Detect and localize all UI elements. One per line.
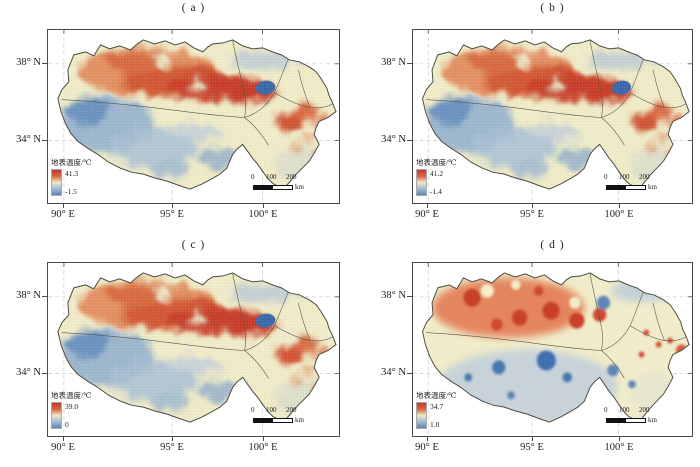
scalebar: 0 100 200 km (251, 406, 309, 424)
lon-tick-95e: 95° E (520, 442, 544, 453)
lon-tickmark (63, 437, 64, 441)
panel-c-title: ( c ) (181, 239, 206, 251)
lon-tick-90e: 90° E (415, 442, 439, 453)
scalebar-bar (253, 417, 293, 423)
lat-tick-34n: 34° N (381, 367, 406, 378)
lon-tick-95e: 95° E (160, 209, 184, 220)
legend-max-value: 41.3 (65, 169, 79, 178)
lat-tick-38n: 38° N (16, 290, 41, 301)
legend-title: 地表温度/℃ (416, 391, 457, 400)
lat-tick-34n: 34° N (16, 134, 41, 145)
scalebar-tick-100: 100 (619, 173, 630, 181)
lat-tickmark (42, 140, 47, 141)
panel-c: ( c ) 38° N 34° N 地表温度/℃ 39.0 0 (0, 233, 350, 467)
panel-b: ( b ) 38° N 34° N 地表温度/℃ 41.2 -1.4 (350, 0, 700, 233)
scalebar-unit: km (295, 183, 304, 191)
lon-tickmark (532, 437, 533, 441)
legend-max-value: 34.7 (430, 402, 444, 411)
scalebar-tick-0: 0 (604, 406, 608, 414)
panel-d: ( d ) 38° N 34° N 地表温度/℃ 34.7 1.0 (350, 233, 700, 467)
panel-d-legend: 地表温度/℃ 34.7 1.0 (416, 390, 456, 429)
lat-tickmark (407, 63, 412, 64)
scalebar-bar (253, 184, 293, 190)
scalebar-unit: km (648, 183, 657, 191)
scalebar-tick-0: 0 (251, 406, 255, 414)
legend-max-value: 41.2 (430, 169, 444, 178)
panel-a-title: ( a ) (181, 2, 206, 14)
lon-tick-90e: 90° E (51, 209, 75, 220)
panel-b-title: ( b ) (540, 2, 565, 14)
lon-tick-95e: 95° E (160, 442, 184, 453)
lon-tickmark (263, 437, 264, 441)
lat-tickmark (42, 373, 47, 374)
legend-max-value: 39.0 (65, 402, 79, 411)
lon-tickmark (172, 204, 173, 208)
lon-tick-90e: 90° E (415, 209, 439, 220)
panel-c-legend: 地表温度/℃ 39.0 0 (51, 390, 91, 429)
lon-tick-100e: 100° E (604, 209, 634, 220)
legend-min-value: -1.4 (430, 187, 442, 196)
lon-tick-100e: 100° E (248, 442, 278, 453)
scalebar: 0 100 200 km (251, 173, 309, 191)
scalebar: 0 100 200 km (604, 173, 662, 191)
panel-a-plot: 地表温度/℃ 41.3 -1.5 0 100 200 km (47, 29, 340, 204)
lat-tick-38n: 38° N (16, 57, 41, 68)
lon-tickmark (263, 204, 264, 208)
lat-tick-34n: 34° N (16, 367, 41, 378)
lon-tick-95e: 95° E (520, 209, 544, 220)
panel-b-plot: 地表温度/℃ 41.2 -1.4 0 100 200 km (412, 29, 693, 204)
legend-title: 地表温度/℃ (51, 158, 92, 167)
legend-colorbar (416, 402, 427, 429)
lon-tickmark (172, 437, 173, 441)
scalebar-bar (606, 417, 646, 423)
legend-min-value: 0 (65, 420, 69, 429)
scalebar-tick-200: 200 (286, 406, 297, 414)
panel-c-plot: 地表温度/℃ 39.0 0 0 100 200 km (47, 262, 340, 437)
lat-tickmark (42, 296, 47, 297)
lat-tick-38n: 38° N (381, 290, 406, 301)
lon-tickmark (532, 204, 533, 208)
lat-tick-34n: 34° N (381, 134, 406, 145)
panel-b-legend: 地表温度/℃ 41.2 -1.4 (416, 157, 456, 196)
panel-d-plot: 地表温度/℃ 34.7 1.0 0 100 200 km (412, 262, 693, 437)
scalebar-unit: km (648, 416, 657, 424)
lon-tickmark (619, 204, 620, 208)
legend-title: 地表温度/℃ (416, 158, 457, 167)
scalebar-tick-0: 0 (251, 173, 255, 181)
lat-tick-38n: 38° N (381, 57, 406, 68)
legend-colorbar (416, 169, 427, 196)
legend-min-value: -1.5 (65, 187, 77, 196)
legend-colorbar (51, 402, 62, 429)
scalebar-bar (606, 184, 646, 190)
lon-tickmark (427, 204, 428, 208)
scalebar-tick-200: 200 (639, 406, 650, 414)
scalebar-tick-100: 100 (619, 406, 630, 414)
lat-tickmark (407, 373, 412, 374)
panel-a: ( a ) 38° N 34° N 地表温度/℃ 41.3 -1.5 (0, 0, 350, 233)
scalebar-tick-0: 0 (604, 173, 608, 181)
scalebar-tick-100: 100 (266, 173, 277, 181)
lat-tickmark (407, 140, 412, 141)
lon-tickmark (619, 437, 620, 441)
scalebar-tick-200: 200 (639, 173, 650, 181)
lon-tick-100e: 100° E (248, 209, 278, 220)
legend-min-value: 1.0 (430, 420, 440, 429)
lon-tick-90e: 90° E (51, 442, 75, 453)
lon-tickmark (427, 437, 428, 441)
lat-tickmark (407, 296, 412, 297)
scalebar-unit: km (295, 416, 304, 424)
lon-tick-100e: 100° E (604, 442, 634, 453)
scalebar: 0 100 200 km (604, 406, 662, 424)
scalebar-tick-100: 100 (266, 406, 277, 414)
scalebar-tick-200: 200 (286, 173, 297, 181)
legend-colorbar (51, 169, 62, 196)
panel-d-title: ( d ) (540, 239, 565, 251)
lon-tickmark (63, 204, 64, 208)
legend-title: 地表温度/℃ (51, 391, 92, 400)
panel-a-legend: 地表温度/℃ 41.3 -1.5 (51, 157, 91, 196)
lat-tickmark (42, 63, 47, 64)
